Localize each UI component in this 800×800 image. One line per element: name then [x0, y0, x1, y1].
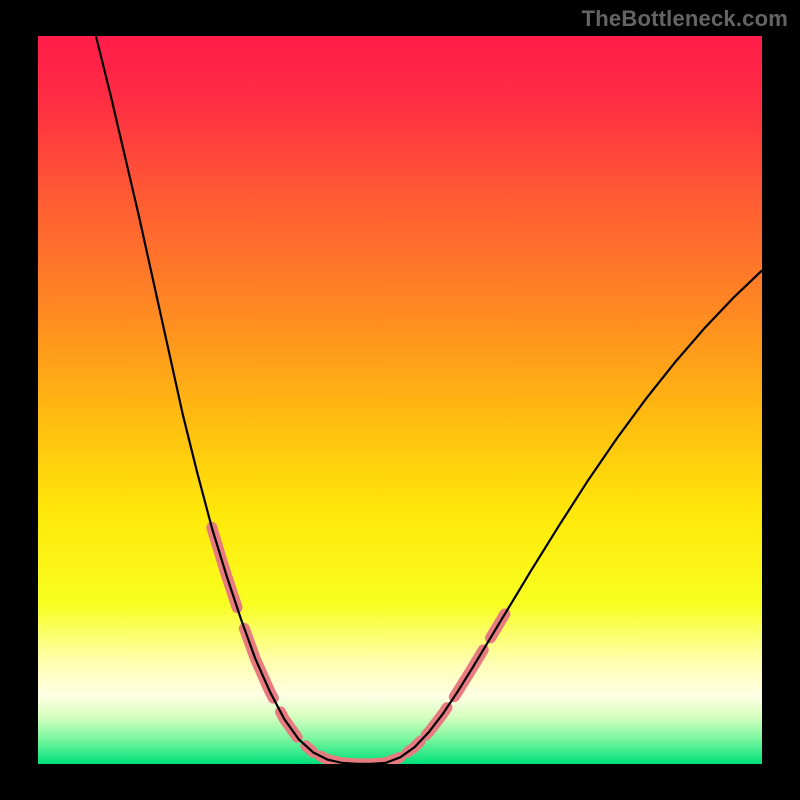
plot-background [38, 36, 762, 764]
plot-svg [38, 36, 762, 764]
plot-area [38, 36, 762, 764]
chart-frame: TheBottleneck.com [0, 0, 800, 800]
watermark-text: TheBottleneck.com [582, 6, 788, 32]
